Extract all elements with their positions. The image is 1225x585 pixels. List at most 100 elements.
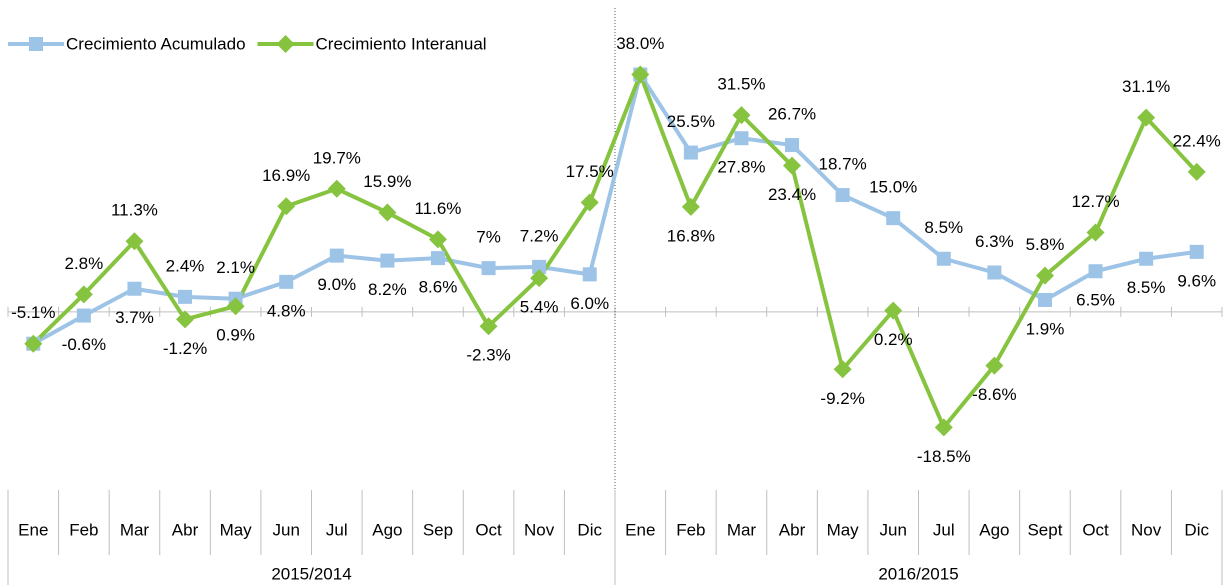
marker <box>378 203 397 222</box>
data-label: 8.6% <box>419 278 458 297</box>
x-tick-label: Oct <box>1082 520 1109 539</box>
marker <box>430 251 445 266</box>
x-tick-label: Dic <box>577 520 602 539</box>
series-line <box>32 72 1197 346</box>
x-tick-label: Abr <box>172 520 199 539</box>
marker <box>1187 162 1206 181</box>
data-label: 26.7% <box>768 105 816 124</box>
marker <box>683 145 698 160</box>
x-tick-label: Jul <box>326 520 348 539</box>
x-tick-label: Sept <box>1027 520 1062 539</box>
data-label: 2.1% <box>216 258 255 277</box>
x-tick-label: Ago <box>979 520 1009 539</box>
marker <box>681 197 700 216</box>
marker <box>886 211 901 226</box>
x-tick-label: Jun <box>272 520 299 539</box>
marker <box>24 334 43 353</box>
x-tick-label: Feb <box>676 520 705 539</box>
data-label: 11.3% <box>111 201 158 220</box>
data-label: 5.4% <box>520 298 559 317</box>
data-label: 7.2% <box>520 226 559 245</box>
x-tick-label: Dic <box>1184 520 1209 539</box>
x-tick-label: Jun <box>879 520 906 539</box>
marker <box>1139 251 1154 266</box>
marker <box>785 138 800 153</box>
data-label: 0.9% <box>216 326 255 345</box>
marker <box>127 281 142 296</box>
data-label: 25.5% <box>667 112 715 131</box>
x-tick-label: Oct <box>475 520 502 539</box>
data-label: 15.9% <box>363 172 411 191</box>
marker <box>884 301 903 320</box>
data-label: 8.5% <box>924 218 963 237</box>
data-label: 9.6% <box>1177 271 1216 290</box>
marker <box>479 317 498 336</box>
group-label: 2015/2014 <box>271 564 351 583</box>
marker <box>481 261 496 276</box>
data-label: 9.0% <box>317 275 356 294</box>
marker <box>582 267 597 282</box>
data-label: 6.0% <box>570 294 609 313</box>
data-label: 2.4% <box>166 256 205 275</box>
marker <box>985 356 1004 375</box>
marker <box>76 308 91 323</box>
x-tick-label: Ene <box>625 520 655 539</box>
x-tick-label: Sep <box>423 520 453 539</box>
data-label: 6.3% <box>975 232 1014 251</box>
data-label: -8.6% <box>972 385 1016 404</box>
x-tick-label: Mar <box>120 520 150 539</box>
data-label: -1.2% <box>163 339 207 358</box>
data-label: 16.9% <box>262 166 310 185</box>
x-tick-label: Abr <box>779 520 806 539</box>
data-label: 5.8% <box>1026 235 1065 254</box>
data-label: 8.2% <box>368 280 407 299</box>
data-label: 1.9% <box>1026 319 1065 338</box>
x-tick-label: Nov <box>524 520 555 539</box>
marker <box>734 131 749 146</box>
legend-label: Crecimiento Acumulado <box>66 34 246 53</box>
data-label: -9.2% <box>820 389 864 408</box>
x-tick-label: May <box>220 520 253 539</box>
marker <box>1189 244 1204 259</box>
data-label: 3.7% <box>115 308 154 327</box>
data-label: 17.5% <box>566 162 614 181</box>
marker <box>783 156 802 175</box>
data-label: 0.2% <box>874 330 913 349</box>
marker <box>380 253 395 268</box>
data-label: 6.5% <box>1076 291 1115 310</box>
marker <box>732 106 751 125</box>
data-label: 18.7% <box>819 155 867 174</box>
x-tick-label: Ago <box>372 520 402 539</box>
marker <box>226 297 245 316</box>
marker <box>530 269 549 288</box>
data-label: 22.4% <box>1173 131 1221 150</box>
data-label: -2.3% <box>466 346 510 365</box>
group-label: 2016/2015 <box>878 564 958 583</box>
marker <box>936 251 951 266</box>
marker <box>987 265 1002 280</box>
marker <box>631 65 650 84</box>
x-tick-label: Ene <box>18 520 48 539</box>
data-label: 31.1% <box>1122 77 1170 96</box>
marker <box>74 285 93 304</box>
marker <box>835 188 850 203</box>
data-label: 8.5% <box>1127 278 1166 297</box>
x-tick-label: May <box>827 520 860 539</box>
x-tick-label: Mar <box>727 520 757 539</box>
marker <box>329 248 344 263</box>
data-label: -18.5% <box>917 447 971 466</box>
series-line <box>31 72 1199 430</box>
x-tick-label: Jul <box>933 520 955 539</box>
marker <box>428 230 447 249</box>
data-label: 4.8% <box>267 301 306 320</box>
data-label: 11.6% <box>414 199 461 218</box>
marker <box>327 179 346 198</box>
data-label: 12.7% <box>1071 192 1119 211</box>
marker <box>580 193 599 212</box>
data-label: -5.1% <box>11 303 55 322</box>
marker <box>178 289 193 304</box>
marker <box>176 310 195 329</box>
legend-label: Crecimiento Interanual <box>316 34 487 53</box>
data-label: -0.6% <box>62 335 106 354</box>
